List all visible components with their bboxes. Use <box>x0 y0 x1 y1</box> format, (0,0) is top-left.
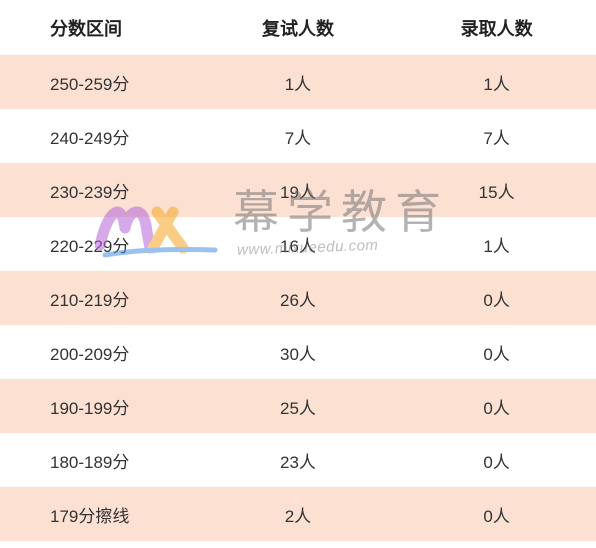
cell-admitted-count: 0人 <box>397 502 596 527</box>
cell-score-range: 230-239分 <box>0 178 199 203</box>
cell-score-range: 220-229分 <box>0 232 199 257</box>
cell-admitted-count: 15人 <box>397 178 596 203</box>
cell-admitted-count: 0人 <box>397 394 596 419</box>
cell-interview-count: 2人 <box>199 502 398 527</box>
cell-admitted-count: 7人 <box>397 124 596 149</box>
score-table: 分数区间 复试人数 录取人数 250-259分 1人 1人 240-249分 7… <box>0 0 596 541</box>
cell-interview-count: 19人 <box>199 178 398 203</box>
header-interview-count: 复试人数 <box>199 15 398 41</box>
table-row: 190-199分 25人 0人 <box>0 379 596 433</box>
table-row: 220-229分 16人 1人 <box>0 217 596 271</box>
cell-score-range: 179分擦线 <box>0 502 199 527</box>
header-admitted-count: 录取人数 <box>397 15 596 41</box>
cell-score-range: 250-259分 <box>0 70 199 95</box>
cell-interview-count: 26人 <box>199 286 398 311</box>
cell-interview-count: 1人 <box>199 70 398 95</box>
cell-score-range: 200-209分 <box>0 340 199 365</box>
cell-score-range: 180-189分 <box>0 448 199 473</box>
cell-interview-count: 25人 <box>199 394 398 419</box>
table-row: 210-219分 26人 0人 <box>0 271 596 325</box>
table-row: 240-249分 7人 7人 <box>0 109 596 163</box>
cell-interview-count: 30人 <box>199 340 398 365</box>
cell-admitted-count: 1人 <box>397 70 596 95</box>
cell-admitted-count: 0人 <box>397 340 596 365</box>
table-row: 179分擦线 2人 0人 <box>0 487 596 541</box>
cell-score-range: 190-199分 <box>0 394 199 419</box>
table-row: 250-259分 1人 1人 <box>0 55 596 109</box>
table-header-row: 分数区间 复试人数 录取人数 <box>0 0 596 55</box>
cell-admitted-count: 0人 <box>397 448 596 473</box>
cell-interview-count: 23人 <box>199 448 398 473</box>
table-row: 200-209分 30人 0人 <box>0 325 596 379</box>
cell-interview-count: 16人 <box>199 232 398 257</box>
cell-score-range: 210-219分 <box>0 286 199 311</box>
table-row: 230-239分 19人 15人 <box>0 163 596 217</box>
cell-interview-count: 7人 <box>199 124 398 149</box>
cell-admitted-count: 0人 <box>397 286 596 311</box>
table-row: 180-189分 23人 0人 <box>0 433 596 487</box>
cell-score-range: 240-249分 <box>0 124 199 149</box>
cell-admitted-count: 1人 <box>397 232 596 257</box>
header-score-range: 分数区间 <box>0 15 199 41</box>
